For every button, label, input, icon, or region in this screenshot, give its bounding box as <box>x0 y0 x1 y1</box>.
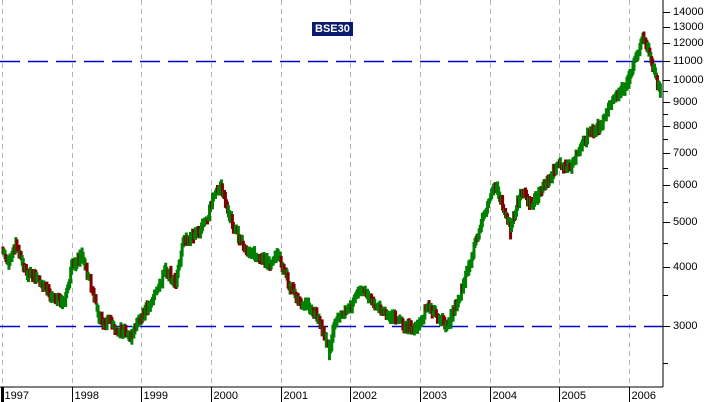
y-tick-label: 12000 <box>673 36 704 49</box>
price-bar <box>423 304 427 320</box>
price-bar <box>488 198 492 204</box>
price-bar <box>15 239 19 251</box>
x-axis-ticks <box>1 387 630 402</box>
price-bar <box>537 186 541 203</box>
price-bar <box>176 264 180 279</box>
price-bar <box>477 228 481 240</box>
y-tick-label: 6000 <box>673 178 698 191</box>
price-bar <box>445 320 449 332</box>
price-bar <box>97 310 101 324</box>
price-bar <box>69 266 73 284</box>
price-bar <box>175 269 179 288</box>
price-bar <box>64 292 68 307</box>
price-bar <box>564 159 568 174</box>
price-bar <box>85 262 89 280</box>
price-bar <box>180 243 184 257</box>
x-tick-label: 2006 <box>631 390 656 402</box>
price-bar <box>574 149 578 165</box>
price-bar <box>173 272 177 289</box>
price-bar <box>606 102 610 117</box>
x-tick-label: 2002 <box>352 390 377 402</box>
price-bar <box>330 334 334 352</box>
price-bar <box>267 256 271 271</box>
price-bar <box>658 83 662 98</box>
price-bar <box>282 264 286 274</box>
y-tick-label: 7000 <box>673 146 698 159</box>
x-tick-label: 2001 <box>283 390 308 402</box>
price-bar <box>558 157 562 169</box>
price-bar <box>161 270 165 289</box>
price-bar <box>653 67 657 78</box>
y-tick-label: 13000 <box>673 20 704 33</box>
y-tick-label: 4000 <box>673 260 698 273</box>
price-bar <box>279 255 283 268</box>
y-tick-label: 3000 <box>673 319 698 332</box>
price-bar <box>619 85 623 99</box>
price-bar <box>350 301 354 314</box>
price-bar <box>335 316 339 328</box>
price-bar <box>518 194 522 209</box>
x-tick-label: 2003 <box>422 390 447 402</box>
y-tick-label: 5000 <box>673 215 698 228</box>
y-axis-ticks <box>663 12 670 364</box>
y-tick-label: 11000 <box>673 54 703 67</box>
price-bar <box>501 195 505 211</box>
price-bar <box>68 278 72 289</box>
price-bar <box>601 114 605 130</box>
price-bar <box>24 263 28 276</box>
price-bar <box>515 205 519 217</box>
price-bar <box>179 250 183 267</box>
price-bar <box>472 242 476 259</box>
price-bar <box>143 304 147 321</box>
price-bar <box>401 318 405 331</box>
x-tick-label: 2004 <box>492 390 517 402</box>
price-bar <box>286 272 290 289</box>
price-bar <box>253 246 257 261</box>
y-tick-label: 10000 <box>673 73 704 86</box>
y-tick-label: 9000 <box>673 95 698 108</box>
x-tick-label: 1998 <box>74 390 99 402</box>
reference-lines <box>0 60 663 328</box>
price-bar <box>648 47 652 55</box>
price-bar <box>206 219 210 225</box>
chart-title: BSE30 <box>312 22 353 36</box>
price-bar <box>639 38 643 50</box>
price-bar <box>632 57 636 71</box>
price-bar <box>554 163 558 176</box>
price-bar <box>11 247 15 258</box>
price-bar <box>529 196 533 207</box>
price-bar <box>208 204 212 222</box>
price-bar <box>220 183 224 197</box>
price-bar <box>83 258 87 271</box>
x-tick-label: 2000 <box>213 390 238 402</box>
y-tick-label: 14000 <box>673 5 704 18</box>
price-bar <box>89 274 93 293</box>
x-tick-label: 2005 <box>561 390 586 402</box>
price-bar <box>610 99 614 111</box>
price-series <box>1 31 662 361</box>
price-bar <box>169 265 173 284</box>
price-bar <box>94 294 98 305</box>
y-tick-label: 8000 <box>673 119 698 132</box>
price-bar <box>240 235 244 246</box>
price-bar <box>422 314 426 325</box>
price-bar <box>315 307 319 322</box>
x-tick-label: 1997 <box>4 390 29 402</box>
price-bar <box>464 270 468 288</box>
price-bar <box>332 322 336 338</box>
x-tick-label: 1999 <box>143 390 168 402</box>
price-bar <box>105 316 109 331</box>
price-bar <box>230 214 234 229</box>
price-bar <box>578 144 582 156</box>
